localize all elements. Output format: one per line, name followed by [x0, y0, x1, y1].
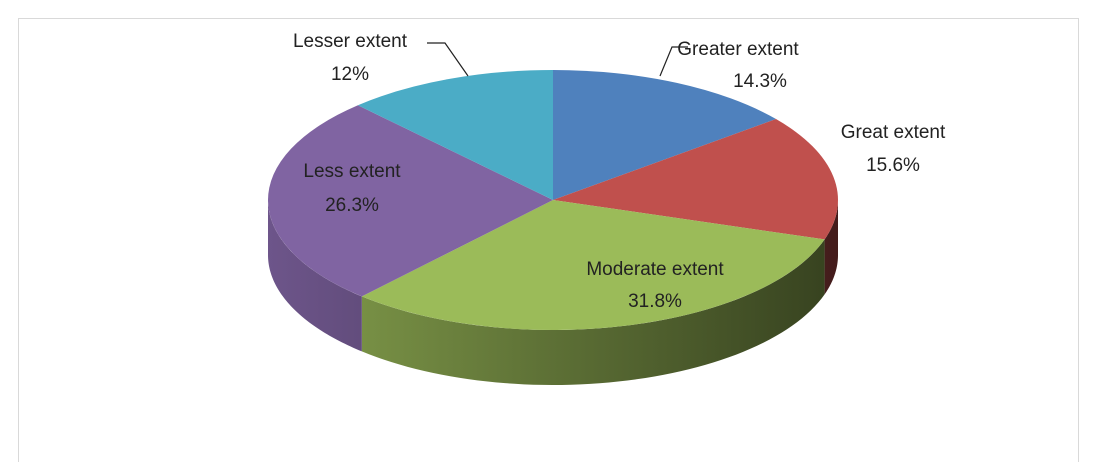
slice-side	[361, 239, 825, 385]
value-label: 12%	[331, 64, 369, 85]
slice	[268, 105, 553, 297]
value-label: 31.8%	[628, 291, 682, 312]
category-label: Greater extent	[677, 39, 799, 60]
slice-side	[824, 200, 838, 295]
value-label: 26.3%	[325, 195, 379, 216]
slice	[361, 200, 825, 330]
slice	[553, 70, 776, 200]
category-label: Great extent	[841, 122, 946, 143]
value-label: 14.3%	[733, 71, 787, 92]
leader-line	[659, 46, 688, 77]
slice-side	[268, 200, 362, 352]
category-label: Moderate extent	[586, 259, 724, 280]
slice	[553, 119, 839, 240]
category-label: Less extent	[303, 161, 401, 182]
leader-line	[427, 42, 469, 77]
slice	[357, 70, 553, 200]
category-label: Lesser extent	[293, 31, 408, 52]
value-label: 15.6%	[866, 155, 920, 176]
